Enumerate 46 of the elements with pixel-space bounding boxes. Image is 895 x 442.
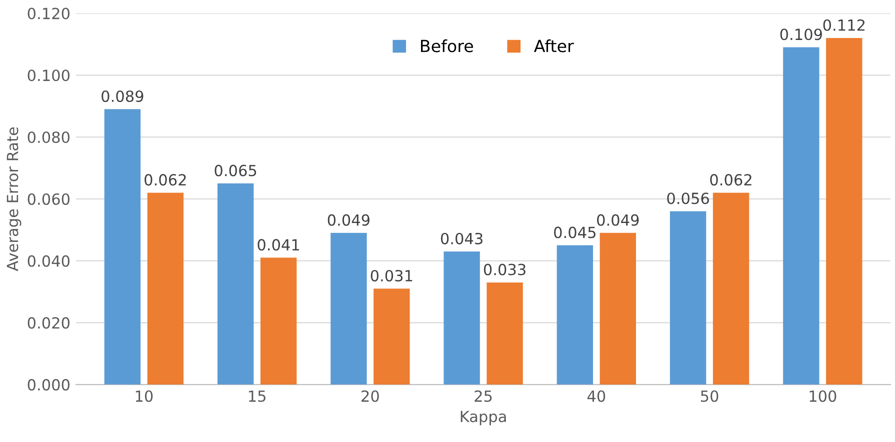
data-label: 0.056	[667, 192, 709, 204]
legend-label: Before	[421, 39, 473, 52]
y-tick-label: 0.080	[28, 131, 70, 144]
bar	[217, 183, 254, 385]
y-tick-label: 0.120	[28, 8, 70, 20]
bar	[783, 47, 820, 385]
data-label: 0.041	[258, 239, 300, 251]
legend-label: After	[534, 39, 574, 52]
x-tick-label: 100	[810, 390, 836, 402]
data-label: 0.062	[710, 174, 752, 186]
bar	[147, 192, 184, 385]
data-label: 0.065	[214, 164, 256, 176]
bar	[556, 245, 594, 385]
bar	[374, 288, 410, 385]
y-tick-label: 0.100	[28, 70, 70, 82]
data-label: 0.112	[823, 19, 864, 31]
bar	[260, 258, 297, 385]
y-tick-label: 0.060	[28, 193, 70, 205]
data-label: 0.043	[440, 232, 482, 244]
x-tick-label: 10	[136, 390, 153, 402]
y-tick-label: 0.000	[28, 379, 70, 391]
x-tick-label: 20	[362, 390, 379, 402]
data-label: 0.045	[554, 226, 596, 238]
bar	[826, 38, 862, 385]
x-axis-title: Kappa	[460, 410, 506, 426]
bar	[670, 211, 706, 385]
data-label: 0.109	[780, 28, 822, 40]
x-tick-label: 25	[474, 390, 492, 402]
y-tick-label: 0.020	[28, 317, 70, 329]
data-label: 0.033	[484, 264, 526, 276]
x-tick-label: 15	[249, 390, 266, 402]
x-tick-label: 40	[587, 390, 606, 402]
data-label: 0.062	[144, 174, 186, 186]
bar	[444, 252, 480, 385]
x-tick-label: 50	[700, 390, 718, 402]
data-label: 0.031	[370, 270, 412, 282]
data-label: 0.049	[328, 214, 370, 226]
data-label: 0.089	[102, 90, 144, 102]
data-label: 0.049	[597, 214, 639, 226]
bar	[600, 232, 636, 385]
bar	[486, 282, 523, 385]
y-tick-label: 0.040	[28, 255, 70, 267]
bar	[104, 109, 141, 385]
bar	[712, 192, 750, 385]
bar	[330, 232, 367, 385]
y-axis-title: Average Error Rate	[6, 127, 22, 272]
